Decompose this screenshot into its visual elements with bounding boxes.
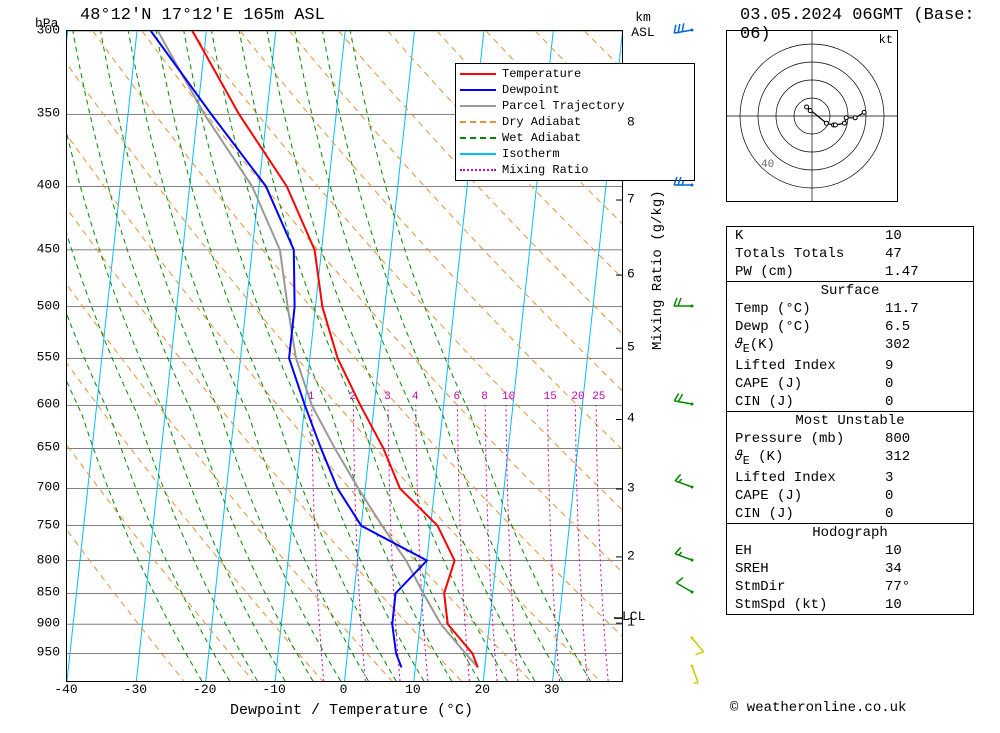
- index-row: Pressure (mb)800: [727, 430, 973, 448]
- index-section-header: Surface: [727, 282, 973, 300]
- index-row: StmDir77°: [727, 578, 973, 596]
- pressure-tick: 600: [37, 397, 60, 412]
- wind-barb: [672, 165, 712, 205]
- pressure-tick: 900: [37, 616, 60, 631]
- title-location: 48°12'N 17°12'E 165m ASL: [80, 6, 325, 25]
- skewt-plot: TemperatureDewpointParcel TrajectoryDry …: [66, 30, 623, 682]
- wind-barb-column: [672, 30, 712, 680]
- index-row: SREH34: [727, 560, 973, 578]
- wind-barb: [672, 540, 712, 580]
- indices-panel: K10Totals Totals47PW (cm)1.47SurfaceTemp…: [726, 226, 974, 615]
- index-row: 𝜗E (K)312: [727, 448, 973, 469]
- temperature-tick: -30: [124, 682, 147, 697]
- hodograph: kt 40: [726, 30, 898, 202]
- altitude-tick: 4: [627, 411, 635, 426]
- index-row: Totals Totals47: [727, 245, 973, 263]
- pressure-tick: 400: [37, 178, 60, 193]
- temperature-tick: -40: [54, 682, 77, 697]
- wind-barb: [672, 618, 712, 658]
- temperature-tick: 0: [340, 682, 348, 697]
- index-row: CAPE (J)0: [727, 375, 973, 393]
- index-row: Dewp (°C)6.5: [727, 318, 973, 336]
- index-row: StmSpd (kt)10: [727, 596, 973, 614]
- pressure-tick: 550: [37, 350, 60, 365]
- index-row: EH10: [727, 542, 973, 560]
- wind-barb: [672, 467, 712, 507]
- mixing-ratio-tick: 15: [544, 391, 557, 403]
- wind-barb: [672, 10, 712, 50]
- x-axis-label: Dewpoint / Temperature (°C): [230, 702, 473, 719]
- mixing-ratio-tick: 6: [453, 391, 460, 403]
- pressure-tick: 500: [37, 298, 60, 313]
- pressure-tick: 350: [37, 106, 60, 121]
- wind-barb: [672, 286, 712, 326]
- index-row: CAPE (J)0: [727, 487, 973, 505]
- svg-text:40: 40: [761, 159, 774, 171]
- altitude-tick: 7: [627, 192, 635, 207]
- mixing-ratio-tick: 4: [412, 391, 419, 403]
- temperature-axis: -40-30-20-100102030: [66, 682, 621, 702]
- mixing-ratio-tick: 1: [308, 391, 315, 403]
- altitude-tick: 2: [627, 548, 635, 563]
- temperature-tick: 10: [405, 682, 421, 697]
- pressure-tick: 650: [37, 440, 60, 455]
- index-section-header: Most Unstable: [727, 412, 973, 430]
- wind-barb: [672, 384, 712, 424]
- index-row: CIN (J)0: [727, 393, 973, 411]
- index-row: 𝜗E(K)302: [727, 336, 973, 357]
- altitude-tick: 3: [627, 481, 635, 496]
- temperature-tick: -10: [262, 682, 285, 697]
- index-row: Lifted Index9: [727, 357, 973, 375]
- altitude-axis: 1 2 3 4 5 6 7 8: [623, 30, 663, 680]
- altitude-tick: 8: [627, 114, 635, 129]
- index-row: Temp (°C)11.7: [727, 300, 973, 318]
- index-row: CIN (J)0: [727, 505, 973, 523]
- temperature-tick: 30: [544, 682, 560, 697]
- index-row: Lifted Index3: [727, 469, 973, 487]
- pressure-tick: 450: [37, 241, 60, 256]
- mixing-ratio-tick: 2: [349, 391, 356, 403]
- pressure-tick: 950: [37, 645, 60, 660]
- copyright: © weatheronline.co.uk: [730, 700, 906, 716]
- mixing-ratio-tick: 10: [502, 391, 515, 403]
- altitude-tick: 5: [627, 340, 635, 355]
- mixing-ratio-tick: 3: [384, 391, 391, 403]
- altitude-tick: 1: [627, 615, 635, 630]
- mixing-ratio-tick: 8: [481, 391, 488, 403]
- pressure-axis: 3003504004505005506006507007508008509009…: [0, 30, 64, 680]
- index-row: PW (cm)1.47: [727, 263, 973, 281]
- index-row: K10: [727, 227, 973, 245]
- pressure-tick: 850: [37, 585, 60, 600]
- index-section-header: Hodograph: [727, 524, 973, 542]
- mixing-ratio-tick: 25: [592, 391, 605, 403]
- pressure-tick: 750: [37, 517, 60, 532]
- temperature-tick: -20: [193, 682, 216, 697]
- temperature-tick: 20: [474, 682, 490, 697]
- pressure-tick: 300: [37, 23, 60, 38]
- altitude-tick: 6: [627, 267, 635, 282]
- mixing-ratio-tick: 20: [571, 391, 584, 403]
- pressure-tick: 800: [37, 552, 60, 567]
- pressure-tick: 700: [37, 480, 60, 495]
